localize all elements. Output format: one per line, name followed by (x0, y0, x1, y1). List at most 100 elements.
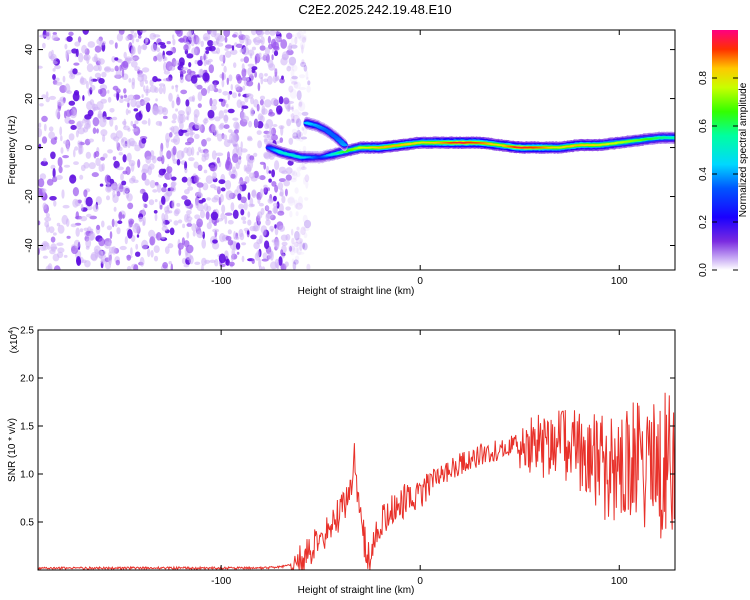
noise-blob (61, 189, 65, 199)
noise-blob (225, 235, 232, 241)
noise-blob (82, 30, 89, 35)
noise-blob (295, 118, 302, 128)
noise-blob (301, 59, 305, 65)
noise-blob (197, 60, 203, 66)
noise-blob (247, 211, 251, 218)
colorbar: 0.0 0.2 0.4 0.6 0.8 Normalized spectral ampl… (698, 30, 749, 277)
noise-blob (297, 196, 303, 207)
noise-blob (256, 250, 260, 258)
noise-blob (301, 37, 307, 43)
noise-blob (232, 153, 239, 164)
noise-blob (171, 199, 175, 209)
noise-blob (42, 255, 49, 259)
noise-blob (250, 97, 255, 105)
noise-blob (303, 232, 308, 239)
noise-blob (200, 209, 205, 219)
noise-blob (272, 206, 279, 214)
noise-blob (135, 243, 139, 250)
noise-blob (267, 75, 273, 85)
noise-blob (136, 234, 140, 238)
noise-blob (209, 259, 216, 263)
noise-blob (241, 105, 249, 109)
noise-blob (278, 225, 285, 232)
noise-blob (38, 187, 43, 197)
noise-blob (236, 184, 243, 194)
noise-blob (263, 229, 267, 236)
noise-blob (49, 249, 56, 255)
noise-blob (153, 255, 159, 262)
noise-blob (51, 34, 58, 41)
noise-blob (281, 195, 286, 204)
noise-blob (265, 205, 270, 211)
noise-blob (60, 135, 63, 142)
noise-blob (172, 145, 177, 156)
noise-blob (161, 225, 168, 232)
noise-blob (306, 85, 311, 93)
noise-blob (247, 159, 251, 168)
noise-blob (221, 63, 225, 67)
noise-blob (260, 56, 267, 60)
noise-blob (196, 218, 204, 228)
noise-blob (88, 138, 94, 143)
noise-blob (296, 243, 299, 253)
noise-blob (155, 98, 158, 102)
noise-blob (235, 43, 243, 48)
noise-blob (191, 95, 196, 103)
noise-blob (111, 56, 116, 63)
noise-blob (300, 136, 308, 140)
noise-blob (136, 104, 140, 109)
noise-blob (233, 121, 240, 129)
noise-blob (162, 168, 167, 174)
noise-blob (297, 251, 305, 255)
noise-blob (251, 66, 258, 71)
noise-blob (118, 188, 124, 193)
noise-blob (207, 58, 213, 63)
noise-blob (219, 194, 224, 203)
noise-blob (212, 239, 218, 244)
noise-blob (171, 176, 177, 181)
noise-blob (265, 119, 274, 129)
noise-blob (307, 80, 311, 86)
noise-blob (38, 122, 42, 128)
noise-blob (85, 151, 92, 159)
noise-blob (218, 124, 224, 130)
noise-blob (293, 81, 301, 90)
noise-blob (265, 219, 271, 226)
noise-blob (79, 228, 84, 233)
noise-blob (167, 243, 174, 249)
noise-blob (127, 202, 134, 210)
noise-blob (185, 99, 190, 107)
noise-blob (194, 133, 200, 140)
noise-blob (294, 187, 299, 194)
noise-blob (193, 114, 198, 124)
noise-blob (185, 244, 194, 254)
noise-blob (296, 120, 301, 130)
noise-blob (286, 32, 293, 40)
noise-blob (75, 211, 80, 220)
noise-blob (113, 160, 120, 169)
noise-blob (226, 77, 229, 86)
noise-blob (261, 105, 266, 115)
noise-blob (253, 242, 260, 250)
noise-blob (38, 143, 42, 150)
noise-blob (247, 49, 255, 56)
noise-blob (166, 204, 170, 211)
noise-blob (137, 34, 142, 39)
noise-blob (142, 208, 146, 217)
noise-blob (197, 103, 202, 108)
y-tick-label: 0 (24, 144, 35, 150)
noise-blob (291, 171, 298, 180)
noise-blob (144, 178, 150, 186)
noise-blob (208, 84, 215, 92)
noise-blob (292, 247, 299, 254)
noise-blob (115, 88, 121, 94)
noise-blob (225, 103, 229, 108)
noise-blob (66, 144, 70, 152)
noise-blob (94, 53, 98, 63)
noise-blob (303, 35, 307, 40)
noise-blob (128, 220, 133, 228)
noise-blob (127, 102, 130, 108)
noise-blob (52, 168, 56, 178)
noise-blob (259, 175, 266, 181)
noise-blob (42, 202, 47, 210)
